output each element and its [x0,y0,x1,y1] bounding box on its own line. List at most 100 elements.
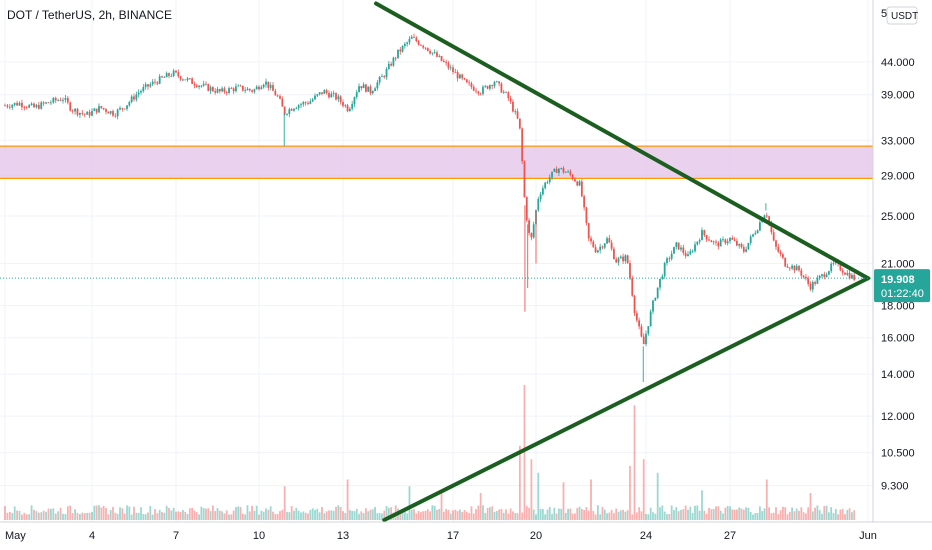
candle-body [69,102,72,111]
volume-bar [587,510,590,520]
volume-bar [768,507,770,520]
candle-body [795,266,798,271]
volume-bar [521,512,524,520]
volume-bar [445,508,448,520]
candle-body [691,251,694,253]
candle-body [133,96,135,100]
volume-bar [260,510,263,520]
candle-body [371,91,374,94]
candle-body [661,276,664,279]
candle-body [754,233,757,235]
candle-body [668,258,671,260]
volume-bar [337,505,340,520]
volume-bar [119,507,121,520]
volume-bar [673,510,675,520]
candle-body [337,96,340,100]
volume-bar [228,514,230,520]
volume-bar [475,509,477,520]
volume-bar [802,512,805,520]
volume-bar [841,508,844,520]
volume-bar [230,514,233,520]
volume-bar [610,509,613,520]
candle-body [567,171,569,173]
volume-bar [834,508,837,520]
volume-bar [8,511,11,520]
candle-body [397,49,399,58]
y-tick-label: 44.000 [881,57,915,69]
candle-body [507,92,510,99]
volume-bar [495,511,498,520]
volume-bar [191,507,194,520]
volume-bar [509,508,512,520]
volume-bar [459,509,461,520]
candle-body [119,107,121,110]
volume-bar [567,508,569,520]
volume-bar [507,513,510,520]
volume-bar [177,511,180,520]
candle-body [202,83,205,86]
candle-body [578,181,581,186]
candle-body [479,93,482,95]
candle-body [221,88,224,92]
candle-body [246,88,249,91]
volume-bar [105,508,107,520]
candle-body [583,196,586,208]
volume-bar [440,490,443,520]
candle-body [645,333,647,345]
volume-bar [848,508,851,520]
candle-body [426,47,429,51]
candle-body [638,320,641,327]
volume-bar [798,510,800,520]
volume-bar [369,509,372,520]
candle-body [265,81,267,85]
volume-bar [66,506,69,520]
volume-bar [255,505,258,520]
candle-body [640,326,643,337]
candle-body [715,241,717,243]
volume-bar [592,510,595,520]
volume-bar [200,506,203,520]
candle-body [454,72,457,73]
volume-bar [304,512,307,520]
volume-bar [193,510,196,520]
candle-body [807,278,810,284]
candle-body [768,216,770,224]
volume-bar [415,513,418,520]
volume-bar [754,513,757,520]
candle-body [351,104,354,109]
candle-body [539,194,542,199]
candle-body [569,171,572,175]
candle-body [93,108,96,111]
candle-body [374,88,376,92]
candle-body [828,271,830,275]
candle-body [544,182,547,189]
volume-bar [339,506,342,520]
candle-body [705,235,708,240]
volume-bar [452,510,454,520]
candle-body [13,102,16,105]
volume-bar [426,509,429,520]
volume-bar [832,513,835,520]
volume-bar [116,513,119,520]
volume-bar [163,512,166,520]
volume-bar [642,459,645,520]
candle-body [64,98,67,100]
volume-bar [512,511,514,520]
candle-body [168,73,170,76]
volume-bar [687,509,689,520]
candle-body [348,108,351,111]
volume-bar [348,509,351,520]
candle-body [802,275,805,277]
candle-body [765,215,768,217]
volume-bar [170,510,173,520]
candle-body [608,238,611,243]
volume-bar [454,509,457,520]
volume-bar [126,505,128,520]
candle-body [675,242,678,247]
candle-body [314,95,316,100]
candle-body [654,298,657,301]
volume-bar [216,508,219,520]
volume-bar [95,505,98,520]
volume-bar [571,513,574,520]
